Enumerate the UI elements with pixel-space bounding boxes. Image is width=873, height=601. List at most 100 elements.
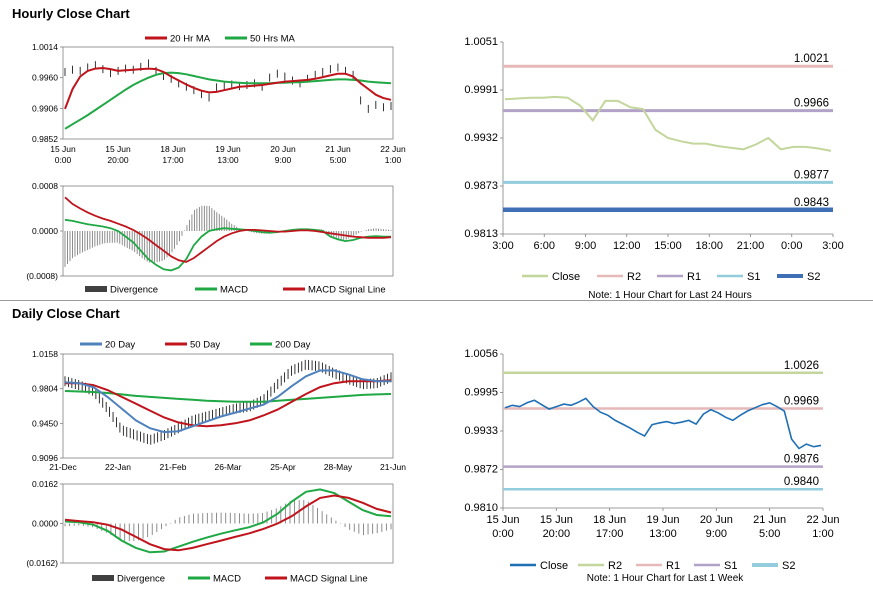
daily-price-xlabel: 26-Mar [215,462,242,472]
hourly-price-xlabel: 21 Jun [325,144,351,154]
daily-levels-level-s2-label: 0.9840 [784,476,819,488]
daily-50-day-line [65,379,392,428]
hourly-price-xlabel: 13:00 [217,155,239,165]
hourly-legend-20hr-ma-label: 20 Hr MA [170,34,211,45]
hourly-macd-line [64,218,391,272]
hourly-macd-ytick-label: 0.0000 [32,226,58,236]
daily-levels-level-r1-label: 0.9969 [784,395,819,407]
daily-legend-20-day-label: 20 Day [105,340,135,351]
hourly-price-xlabel: 9:00 [275,155,292,165]
hourly-levels-xlabel: 15:00 [654,240,682,252]
hourly-legend-divergence-swatch [85,286,107,292]
daily-section-title: Daily Close Chart [12,306,120,321]
hourly-price-xlabel: 1:00 [385,155,402,165]
daily-levels-xlabel: 17:00 [596,528,624,540]
daily-levels-xlabel: 0:00 [492,528,513,540]
daily-macd-chart: 0.0162 0.0000 (0.0162) Divergence MACD MACD S… [26,479,394,585]
hourly-price-xlabel: 20 Jun [270,144,296,154]
hourly-levels-ytick-label: 0.9813 [464,228,498,240]
daily-price-ytick-label: 0.9450 [32,418,58,428]
hourly-price-xlabel: 15 Jun [50,144,76,154]
hourly-price-ytick-label: 0.9960 [32,73,58,83]
hourly-legend-50hrs-ma-label: 50 Hrs MA [250,34,296,45]
daily-price-xlabel: 28-May [324,462,353,472]
hourly-levels-note: Note: 1 Hour Chart for Last 24 Hours [588,290,751,301]
daily-levels-legend-close-label: Close [540,560,568,572]
daily-levels-xlabel: 21 Jun [753,514,786,526]
hourly-levels-close-line [504,95,832,152]
hourly-section-title: Hourly Close Chart [12,6,130,21]
daily-levels-xlabel: 22 Jun [806,514,839,526]
daily-macd-ytick-label: (0.0162) [26,558,58,568]
daily-price-plot-area [62,353,394,459]
daily-levels-legend-s2-label: S2 [782,560,795,572]
hourly-macd-ytick-label: (0.0008) [26,271,58,281]
daily-levels-xlabel: 9:00 [706,528,727,540]
hourly-levels-xlabel: 9:00 [575,240,596,252]
daily-legend-macd-signal-label: MACD Signal Line [290,574,368,585]
daily-price-xlabel: 21-Dec [49,462,77,472]
daily-levels-note: Note: 1 Hour Chart for Last 1 Week [587,573,745,584]
daily-price-xlabel: 21-Jun [380,462,406,472]
hourly-levels-legend-r1-label: R1 [687,271,701,283]
hourly-levels-legend-s1-label: S1 [747,271,760,283]
daily-20-day-line [64,369,391,434]
hourly-price-xlabel: 0:00 [55,155,72,165]
daily-levels-legend-r2-label: R2 [608,560,622,572]
daily-legend-50-day-label: 50 Day [190,340,220,351]
daily-legend-macd-label: MACD [213,574,241,585]
daily-legend-divergence-swatch [92,575,114,581]
hourly-macd-chart: 0.0008 0.0000 (0.0008) Divergence MACD MACD S… [26,181,394,296]
hourly-legend-divergence-label: Divergence [110,285,158,296]
daily-levels-level-r2-label: 1.0026 [784,360,819,372]
hourly-levels-ytick-label: 0.9932 [464,132,498,144]
hourly-legend-macd-label: MACD [220,285,248,296]
daily-levels-xlabel: 13:00 [649,528,677,540]
hourly-levels-xlabel: 0:00 [781,240,802,252]
daily-legend-divergence-label: Divergence [117,574,165,585]
hourly-levels-legend-close-label: Close [552,271,580,283]
hourly-50hrs-ma-line [64,71,392,130]
daily-levels-xlabel: 15 Jun [486,514,519,526]
hourly-price-plot-area [62,46,394,140]
daily-price-xlabel: 22-Jan [105,462,131,472]
hourly-macd-signal-line [64,196,392,263]
hourly-price-ytick-label: 1.0014 [32,42,58,52]
hourly-levels-level-s2-label: 0.9843 [794,197,829,209]
daily-levels-xlabel: 1:00 [812,528,833,540]
daily-levels-ytick-label: 0.9872 [464,464,498,476]
daily-levels-legend-s1-label: S1 [724,560,737,572]
hourly-price-xlabel: 5:00 [330,155,347,165]
hourly-legend-macd-signal-label: MACD Signal Line [308,285,386,296]
daily-macd-line [64,488,392,554]
hourly-levels-ytick-label: 0.9873 [464,180,498,192]
hourly-price-xlabel: 18 Jun [160,144,186,154]
daily-levels-xlabel: 15 Jun [540,514,573,526]
section-divider [0,300,873,301]
daily-levels-xlabel: 19 Jun [646,514,679,526]
hourly-levels-legend-s2-label: S2 [807,271,820,283]
hourly-price-xlabel: 20:00 [107,155,129,165]
hourly-price-ytick-label: 0.9906 [32,103,58,113]
daily-levels-xlabel: 5:00 [759,528,780,540]
daily-price-xlabel: 21-Feb [160,462,187,472]
daily-levels-legend-r1-label: R1 [666,560,680,572]
hourly-price-xlabel: 19 Jun [215,144,241,154]
hourly-levels-level-r2-label: 1.0021 [794,53,829,65]
daily-macd-signal-line [64,494,392,552]
hourly-levels-legend-r2-label: R2 [627,271,641,283]
hourly-levels-xlabel: 21:00 [737,240,765,252]
hourly-levels-xlabel: 3:00 [822,240,843,252]
daily-levels-xlabel: 20:00 [543,528,571,540]
daily-levels-xlabel: 18 Jun [593,514,626,526]
hourly-levels-xlabel: 6:00 [534,240,555,252]
hourly-price-xlabel: 22 Jun [380,144,406,154]
daily-macd-plot-area [62,483,394,564]
daily-levels-xlabel: 20 Jun [700,514,733,526]
hourly-macd-ytick-label: 0.0008 [32,181,58,191]
hourly-price-ytick-label: 0.9852 [32,134,58,144]
hourly-price-xlabel: 17:00 [162,155,184,165]
daily-macd-ytick-label: 0.0162 [32,479,58,489]
daily-200-day-line [64,390,392,403]
